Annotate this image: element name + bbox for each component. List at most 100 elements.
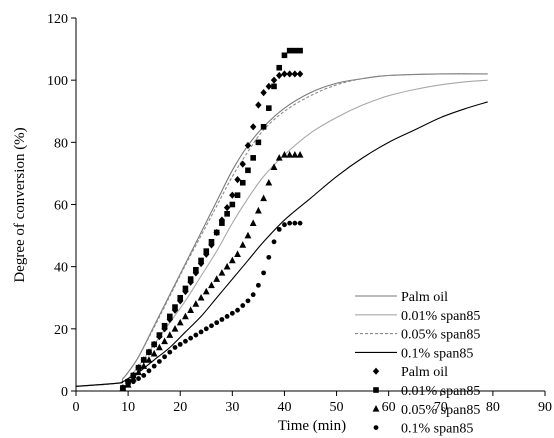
data-point-circle <box>292 220 298 226</box>
data-point-triangle <box>140 362 148 369</box>
x-axis-title: Time (min) <box>278 418 346 434</box>
data-point-diamond <box>234 176 241 184</box>
data-point-circle <box>203 326 209 332</box>
data-point-triangle <box>155 343 163 351</box>
y-tick-label: 60 <box>54 199 68 214</box>
data-point-triangle <box>176 318 184 326</box>
data-point-triangle <box>171 325 179 332</box>
data-point-triangle <box>135 368 142 376</box>
data-point-circle <box>162 354 167 360</box>
x-tick-label: 90 <box>538 400 552 415</box>
data-point-diamond <box>260 89 267 97</box>
data-point-diamond <box>161 325 168 333</box>
legend-marker-swatch <box>373 425 379 430</box>
data-point-triangle <box>296 150 304 158</box>
data-point-diamond <box>286 70 293 78</box>
data-point-triangle <box>291 150 299 158</box>
data-point-square <box>271 83 277 90</box>
data-point-triangle <box>249 219 257 226</box>
data-point-circle <box>219 317 225 322</box>
legend-marker-swatch <box>373 387 379 393</box>
data-point-square <box>151 341 157 348</box>
data-point-diamond <box>255 101 262 109</box>
data-point-triangle <box>270 163 278 170</box>
data-point-diamond <box>187 278 194 286</box>
x-tick-label: 70 <box>434 400 448 415</box>
data-point-square <box>276 64 283 71</box>
data-point-diamond <box>270 76 278 84</box>
legend-marker-swatch <box>372 367 380 375</box>
data-point-triangle <box>192 300 200 307</box>
data-point-triangle <box>218 269 226 276</box>
data-point-circle <box>151 363 157 369</box>
data-point-diamond <box>208 241 215 249</box>
data-point-circle <box>240 303 246 308</box>
data-point-triangle <box>265 178 273 186</box>
y-tick-label: 20 <box>54 323 68 338</box>
x-tick-label: 0 <box>73 400 80 415</box>
data-point-triangle <box>187 306 195 313</box>
data-point-diamond <box>229 191 236 199</box>
data-point-square <box>187 276 194 282</box>
data-point-triangle <box>260 194 267 202</box>
data-point-diamond <box>291 70 299 78</box>
data-point-circle <box>188 335 194 341</box>
data-point-circle <box>183 338 188 344</box>
data-point-square <box>177 294 184 301</box>
data-point-square <box>292 47 298 54</box>
data-point-square <box>146 349 152 355</box>
data-point-diamond <box>281 70 288 78</box>
data-point-triangle <box>244 231 252 239</box>
legend-marker-swatch <box>372 405 380 412</box>
data-point-diamond <box>244 141 252 150</box>
legend-label: Palm oil <box>401 290 448 305</box>
data-point-square <box>182 285 189 292</box>
data-point-triangle <box>202 287 210 295</box>
data-point-diamond <box>296 70 304 78</box>
data-point-square <box>219 220 225 226</box>
data-point-square <box>266 105 272 111</box>
data-point-circle <box>255 282 261 288</box>
x-tick-label: 30 <box>225 400 239 415</box>
data-point-square <box>286 47 293 54</box>
data-point-square <box>135 364 142 371</box>
data-point-square <box>161 322 168 329</box>
data-point-circle <box>177 341 183 347</box>
x-tick-label: 80 <box>486 400 500 415</box>
data-point-triangle <box>129 374 137 382</box>
data-point-diamond <box>249 123 257 131</box>
data-point-diamond <box>276 71 283 80</box>
data-point-square <box>229 201 236 208</box>
data-point-triangle <box>161 337 168 345</box>
data-point-triangle <box>208 281 215 289</box>
data-point-square <box>193 266 199 273</box>
data-point-circle <box>130 379 136 385</box>
data-point-circle <box>214 320 220 326</box>
data-point-diamond <box>166 315 173 324</box>
y-axis-title: Degree of conversion (%) <box>12 127 28 282</box>
data-point-square <box>208 239 215 245</box>
y-tick-label: 40 <box>54 261 68 276</box>
data-point-circle <box>120 385 126 391</box>
data-point-diamond <box>192 269 200 277</box>
data-point-circle <box>172 345 178 350</box>
data-point-circle <box>193 332 199 338</box>
data-point-diamond <box>239 160 246 168</box>
data-point-square <box>297 47 303 54</box>
data-point-triangle <box>145 356 153 363</box>
data-point-square <box>167 313 173 320</box>
data-point-circle <box>250 292 256 298</box>
legend-label: 0.05% span85 <box>401 328 480 343</box>
data-point-circle <box>125 382 131 388</box>
data-point-square <box>281 52 288 59</box>
data-point-triangle <box>223 262 231 270</box>
marker-layer <box>119 47 304 392</box>
data-point-square <box>140 357 147 363</box>
x-tick-label: 10 <box>121 400 135 415</box>
data-point-triangle <box>150 349 158 357</box>
data-point-circle <box>276 226 282 232</box>
series-line-2 <box>76 73 488 387</box>
data-point-diamond <box>265 82 273 90</box>
